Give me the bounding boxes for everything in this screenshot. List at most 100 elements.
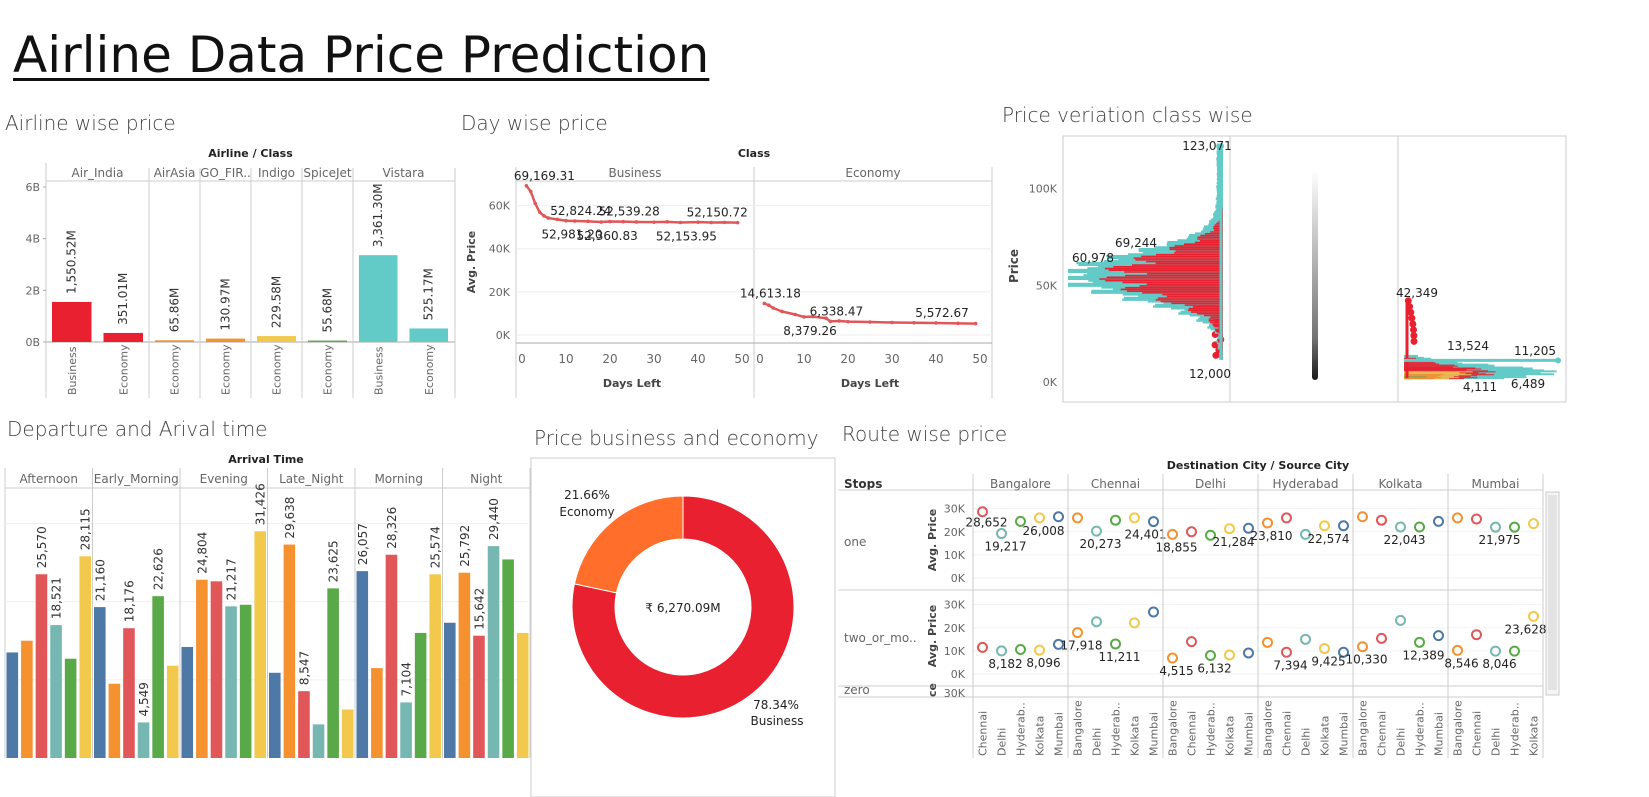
source-city-label: Bangalore bbox=[990, 477, 1051, 491]
x-tick-label: 30 bbox=[646, 352, 661, 366]
route-point bbox=[1168, 530, 1177, 539]
route-value-label: 12,389 bbox=[1403, 648, 1445, 662]
departure-bar bbox=[50, 625, 62, 758]
class-axis-label: Economy bbox=[169, 344, 182, 395]
departure-bar bbox=[36, 574, 48, 758]
variation-value-label: 12,000 bbox=[1189, 367, 1231, 381]
arrival-group-label: Late_Night bbox=[279, 472, 344, 486]
departure-bar bbox=[138, 722, 150, 758]
departure-bar bbox=[473, 636, 485, 758]
y-tick-label: 0B bbox=[25, 336, 40, 349]
price-point bbox=[802, 315, 806, 319]
departure-bar bbox=[240, 605, 252, 758]
y-tick-label: 100K bbox=[1029, 183, 1058, 196]
departure-bar bbox=[269, 673, 281, 758]
price-point bbox=[829, 320, 833, 324]
route-value-label: 17,918 bbox=[1061, 639, 1103, 653]
class-axis-label: Business bbox=[372, 346, 385, 395]
data-label: 69,169.31 bbox=[514, 169, 575, 183]
bar-value-label: 28,115 bbox=[79, 508, 93, 550]
bar-value-label: 25,570 bbox=[35, 526, 49, 568]
y-tick-label: 0K bbox=[951, 668, 966, 681]
y-axis-title: Avg. Price bbox=[926, 509, 939, 571]
price-point bbox=[767, 303, 771, 307]
route-point bbox=[1149, 608, 1158, 617]
price-point bbox=[709, 221, 713, 225]
arrival-group-label: Early_Morning bbox=[94, 472, 179, 486]
class-axis-label: Economy bbox=[117, 344, 130, 395]
source-city-label: Delhi bbox=[1195, 477, 1226, 491]
price-point bbox=[780, 310, 784, 314]
y-tick-label: 50K bbox=[1036, 279, 1058, 292]
price-point bbox=[934, 321, 938, 325]
departure-bar bbox=[21, 641, 33, 758]
destination-label: Mumbai bbox=[1243, 712, 1256, 756]
variation-value-label: 6,489 bbox=[1511, 377, 1545, 391]
pie-percent-label: 21.66% bbox=[564, 488, 610, 502]
departure-bar bbox=[415, 633, 427, 758]
bar bbox=[206, 339, 245, 342]
route-value-label: 8,182 bbox=[988, 657, 1022, 671]
price-point bbox=[956, 322, 960, 326]
price-point bbox=[538, 210, 542, 214]
departure-bar bbox=[313, 724, 325, 758]
class-axis-label: Economy bbox=[423, 344, 436, 395]
price-point bbox=[868, 320, 872, 324]
destination-label: Bangalore bbox=[1072, 700, 1085, 756]
arrival-group-label: Morning bbox=[374, 472, 423, 486]
x-tick-label: 0 bbox=[518, 352, 526, 366]
data-label: 52,153.95 bbox=[656, 229, 717, 243]
price-point bbox=[621, 220, 625, 224]
bar-value-label: 21,160 bbox=[93, 559, 107, 601]
price-point bbox=[635, 220, 639, 224]
route-point bbox=[1092, 617, 1101, 626]
data-label: 14,613.18 bbox=[740, 286, 801, 300]
price-point bbox=[533, 202, 537, 206]
pie-slice-name: Economy bbox=[559, 505, 614, 519]
panel-label: Business bbox=[609, 166, 662, 180]
price-point bbox=[586, 220, 590, 224]
bar-value-label: 22,626 bbox=[152, 548, 166, 590]
x-axis-title: Days Left bbox=[841, 377, 899, 390]
departure-bar bbox=[502, 559, 514, 758]
route-point bbox=[1263, 518, 1272, 527]
x-axis-title: Days Left bbox=[603, 377, 661, 390]
y-tick-label: 20K bbox=[944, 622, 966, 635]
y-axis-title: Price bbox=[1007, 249, 1021, 283]
route-header: Destination City / Source City bbox=[1167, 459, 1349, 472]
destination-label: Kolkata bbox=[1224, 716, 1237, 756]
bar bbox=[308, 341, 347, 343]
destination-label: Mumbai bbox=[1433, 712, 1446, 756]
route-point bbox=[1263, 638, 1272, 647]
route-value-label: 21,975 bbox=[1479, 533, 1521, 547]
stops-header: Stops bbox=[844, 477, 882, 491]
variation-value-label: 123,071 bbox=[1182, 139, 1232, 153]
y-tick-label: 60K bbox=[489, 200, 511, 213]
route-point bbox=[997, 529, 1006, 538]
bar-value-label: 28,326 bbox=[385, 507, 399, 549]
y-axis-title-clipped: ce bbox=[926, 683, 939, 697]
price-point bbox=[736, 221, 740, 225]
y-axis-title: Avg. Price bbox=[465, 231, 478, 293]
bar-value-label: 8,547 bbox=[297, 651, 311, 685]
class-axis-label: Economy bbox=[271, 344, 284, 395]
route-point bbox=[1320, 521, 1329, 530]
destination-label: Kolkata bbox=[1129, 716, 1142, 756]
destination-label: Chennai bbox=[1376, 711, 1389, 756]
destination-label: Delhi bbox=[1395, 728, 1408, 756]
price-point bbox=[912, 321, 916, 325]
departure-bar bbox=[284, 545, 296, 758]
variation-value-label: 60,978 bbox=[1072, 251, 1114, 265]
class-axis-label: Economy bbox=[220, 344, 233, 395]
route-point bbox=[1396, 616, 1405, 625]
departure-bar bbox=[211, 581, 223, 758]
route-point bbox=[1054, 512, 1063, 521]
bar-value-label: 29,440 bbox=[487, 498, 501, 540]
route-point bbox=[1472, 630, 1481, 639]
price-point bbox=[525, 184, 529, 188]
bar bbox=[155, 340, 194, 342]
y-tick-label: 30K bbox=[944, 503, 966, 516]
arrival-group-label: Evening bbox=[200, 472, 248, 486]
destination-label: Bangalore bbox=[1452, 700, 1465, 756]
